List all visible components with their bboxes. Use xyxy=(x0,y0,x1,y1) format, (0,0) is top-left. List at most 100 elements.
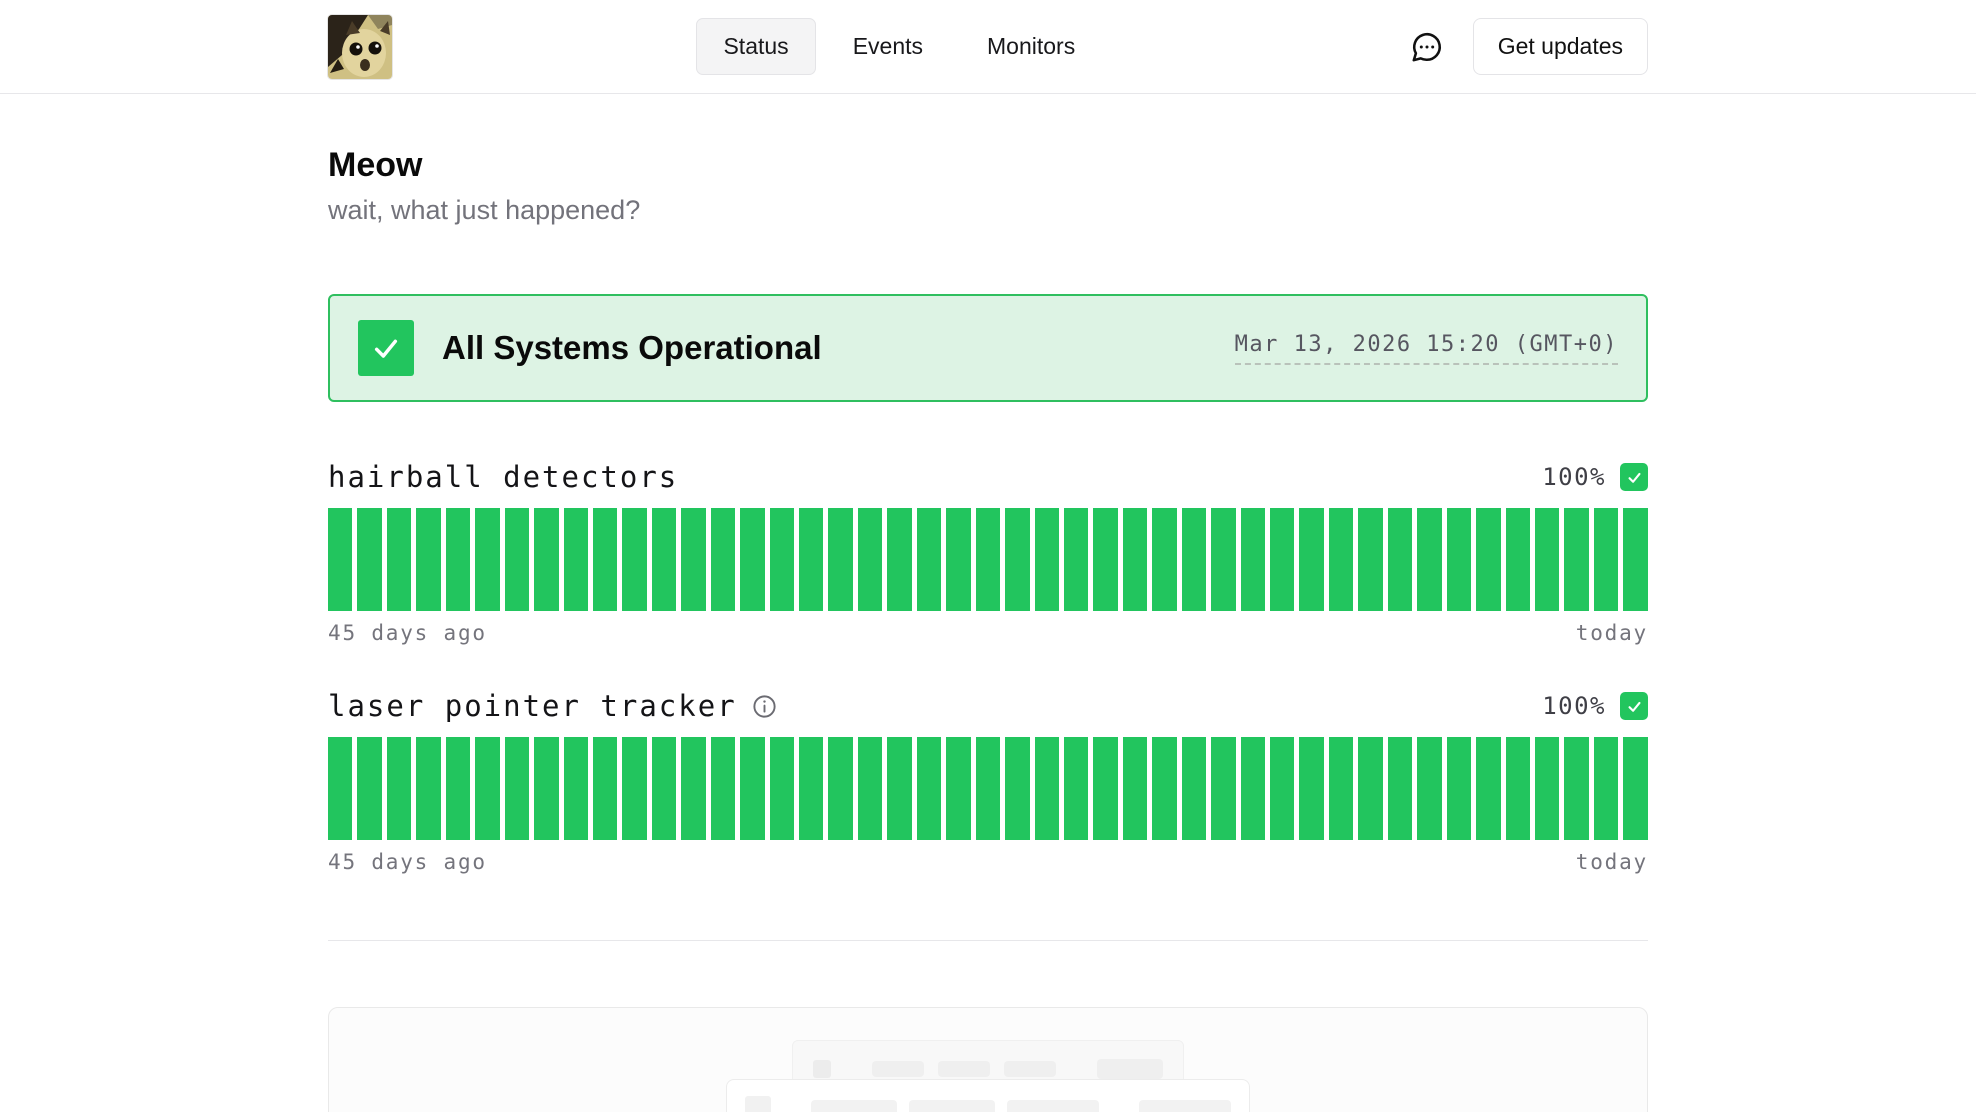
uptime-day-bar[interactable] xyxy=(858,508,882,611)
uptime-day-bar[interactable] xyxy=(681,737,705,840)
uptime-day-bar[interactable] xyxy=(681,508,705,611)
uptime-day-bar[interactable] xyxy=(887,508,911,611)
uptime-day-bar[interactable] xyxy=(858,737,882,840)
uptime-day-bar[interactable] xyxy=(770,737,794,840)
nav-tab-events[interactable]: Events xyxy=(826,18,950,75)
uptime-day-bar[interactable] xyxy=(1623,508,1647,611)
uptime-day-bar[interactable] xyxy=(1064,737,1088,840)
uptime-day-bar[interactable] xyxy=(1417,508,1441,611)
uptime-day-bar[interactable] xyxy=(1241,508,1265,611)
uptime-day-bar[interactable] xyxy=(1417,737,1441,840)
uptime-day-bar[interactable] xyxy=(976,737,1000,840)
uptime-day-bar[interactable] xyxy=(446,737,470,840)
uptime-day-bar[interactable] xyxy=(534,508,558,611)
uptime-day-bar[interactable] xyxy=(1211,737,1235,840)
uptime-day-bar[interactable] xyxy=(740,737,764,840)
uptime-day-bar[interactable] xyxy=(505,737,529,840)
nav-tab-monitors[interactable]: Monitors xyxy=(960,18,1102,75)
get-updates-button[interactable]: Get updates xyxy=(1473,18,1648,75)
uptime-day-bar[interactable] xyxy=(1535,737,1559,840)
uptime-day-bar[interactable] xyxy=(1093,508,1117,611)
uptime-day-bar[interactable] xyxy=(328,737,352,840)
uptime-day-bar[interactable] xyxy=(652,508,676,611)
uptime-day-bar[interactable] xyxy=(1329,737,1353,840)
uptime-day-bar[interactable] xyxy=(1447,508,1471,611)
uptime-day-bar[interactable] xyxy=(1064,508,1088,611)
uptime-day-bar[interactable] xyxy=(1211,508,1235,611)
uptime-day-bar[interactable] xyxy=(1299,508,1323,611)
uptime-day-bar[interactable] xyxy=(917,737,941,840)
uptime-day-bar[interactable] xyxy=(387,737,411,840)
uptime-day-bar[interactable] xyxy=(622,737,646,840)
uptime-day-bar[interactable] xyxy=(1123,737,1147,840)
uptime-day-bar[interactable] xyxy=(1594,508,1618,611)
uptime-day-bar[interactable] xyxy=(1123,508,1147,611)
uptime-day-bar[interactable] xyxy=(1623,737,1647,840)
uptime-day-bar[interactable] xyxy=(416,737,440,840)
uptime-day-bar[interactable] xyxy=(1358,737,1382,840)
uptime-day-bar[interactable] xyxy=(357,508,381,611)
uptime-day-bar[interactable] xyxy=(799,737,823,840)
uptime-day-bar[interactable] xyxy=(1152,508,1176,611)
uptime-day-bar[interactable] xyxy=(1476,737,1500,840)
uptime-day-bar[interactable] xyxy=(946,737,970,840)
status-timestamp[interactable]: Mar 13, 2026 15:20 (GMT+0) xyxy=(1235,332,1618,365)
uptime-day-bar[interactable] xyxy=(828,508,852,611)
uptime-day-bar[interactable] xyxy=(1388,737,1412,840)
uptime-day-bar[interactable] xyxy=(1564,737,1588,840)
uptime-day-bar[interactable] xyxy=(1035,508,1059,611)
uptime-day-bar[interactable] xyxy=(740,508,764,611)
uptime-day-bar[interactable] xyxy=(976,508,1000,611)
uptime-day-bar[interactable] xyxy=(1241,737,1265,840)
monitor-info-trigger[interactable] xyxy=(751,693,778,720)
uptime-day-bar[interactable] xyxy=(564,508,588,611)
uptime-day-bar[interactable] xyxy=(593,508,617,611)
uptime-day-bar[interactable] xyxy=(711,508,735,611)
uptime-day-bar[interactable] xyxy=(917,508,941,611)
uptime-day-bar[interactable] xyxy=(1093,737,1117,840)
uptime-day-bar[interactable] xyxy=(1182,508,1206,611)
uptime-day-bar[interactable] xyxy=(770,508,794,611)
uptime-day-bar[interactable] xyxy=(1270,508,1294,611)
uptime-day-bar[interactable] xyxy=(887,737,911,840)
uptime-day-bar[interactable] xyxy=(1035,737,1059,840)
uptime-day-bar[interactable] xyxy=(1005,508,1029,611)
uptime-day-bar[interactable] xyxy=(1182,737,1206,840)
uptime-day-bar[interactable] xyxy=(416,508,440,611)
uptime-day-bar[interactable] xyxy=(622,508,646,611)
uptime-day-bar[interactable] xyxy=(1506,737,1530,840)
uptime-day-bar[interactable] xyxy=(475,737,499,840)
uptime-day-bar[interactable] xyxy=(1388,508,1412,611)
uptime-day-bar[interactable] xyxy=(1594,737,1618,840)
uptime-day-bar[interactable] xyxy=(1005,737,1029,840)
uptime-day-bar[interactable] xyxy=(1447,737,1471,840)
uptime-day-bar[interactable] xyxy=(357,737,381,840)
uptime-day-bar[interactable] xyxy=(711,737,735,840)
uptime-day-bar[interactable] xyxy=(946,508,970,611)
uptime-day-bar[interactable] xyxy=(828,737,852,840)
uptime-day-bar[interactable] xyxy=(475,508,499,611)
uptime-day-bar[interactable] xyxy=(652,737,676,840)
uptime-day-bar[interactable] xyxy=(328,508,352,611)
uptime-day-bar[interactable] xyxy=(505,508,529,611)
uptime-day-bar[interactable] xyxy=(1535,508,1559,611)
monitor-status-badge xyxy=(1620,463,1648,491)
feedback-chat-button[interactable] xyxy=(1407,27,1447,67)
uptime-day-bar[interactable] xyxy=(534,737,558,840)
nav-tab-status[interactable]: Status xyxy=(696,18,815,75)
uptime-day-bar[interactable] xyxy=(1564,508,1588,611)
monitor-laser-pointer-tracker: laser pointer tracker 100% 45 days ago t… xyxy=(328,689,1648,874)
uptime-day-bar[interactable] xyxy=(1329,508,1353,611)
uptime-day-bar[interactable] xyxy=(799,508,823,611)
uptime-day-bar[interactable] xyxy=(564,737,588,840)
uptime-day-bar[interactable] xyxy=(1152,737,1176,840)
uptime-day-bar[interactable] xyxy=(387,508,411,611)
uptime-day-bar[interactable] xyxy=(1270,737,1294,840)
uptime-day-bar[interactable] xyxy=(446,508,470,611)
site-logo[interactable] xyxy=(328,15,392,79)
uptime-day-bar[interactable] xyxy=(1506,508,1530,611)
uptime-day-bar[interactable] xyxy=(1358,508,1382,611)
uptime-day-bar[interactable] xyxy=(1299,737,1323,840)
uptime-day-bar[interactable] xyxy=(1476,508,1500,611)
uptime-day-bar[interactable] xyxy=(593,737,617,840)
